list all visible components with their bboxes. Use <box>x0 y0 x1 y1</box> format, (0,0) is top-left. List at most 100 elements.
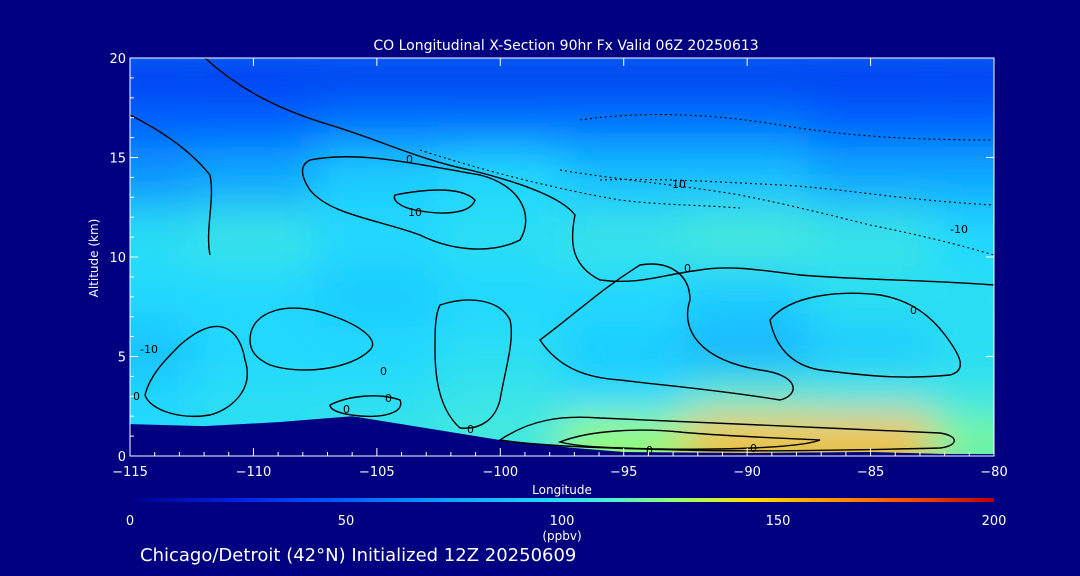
contour-labels: 0 10 -10 -10 0 0 -10 0 0 0 0 0 0 0 <box>133 153 968 457</box>
contour-label: 0 <box>750 442 757 455</box>
contour-label: 10 <box>408 206 422 219</box>
heatmap-cell <box>808 147 933 208</box>
contour-label: 0 <box>406 153 413 166</box>
heatmap-cell <box>808 326 933 377</box>
contour-line <box>557 429 821 450</box>
contour-line <box>498 416 955 452</box>
heatmap-cell <box>932 326 994 377</box>
heatmap-cell <box>562 97 686 148</box>
heatmap-cell <box>562 326 686 377</box>
heatmap-cell <box>808 97 933 148</box>
heatmap-cell <box>562 376 686 417</box>
heatmap-cell <box>932 376 994 417</box>
colorbar-tick-label: 200 <box>982 514 1007 529</box>
contour-lines <box>130 58 994 452</box>
x-axis: −115 −110 −105 −100 −95 −90 −85 −80 <box>112 58 1008 480</box>
contour-label: -10 <box>140 343 158 356</box>
heatmap-cell <box>315 326 439 377</box>
heatmap-cell <box>685 207 809 267</box>
y-tick-label: 0 <box>118 450 126 465</box>
contour-line <box>130 114 213 256</box>
y-tick-label: 10 <box>109 251 126 266</box>
heatmap-cell <box>685 147 809 208</box>
heatmap-cell <box>808 58 933 98</box>
heatmap-cell <box>130 58 192 98</box>
y-axis-label: Altitude (km) <box>87 219 101 298</box>
colorbar-ticks: 0 50 100 150 200 <box>126 514 1007 529</box>
y-tick-label: 15 <box>109 152 126 167</box>
contour-label: 0 <box>684 262 691 275</box>
x-tick-label: −115 <box>112 465 148 480</box>
heatmap-cell <box>808 266 933 327</box>
heatmap-cell <box>130 266 192 327</box>
contour-line <box>329 395 402 418</box>
heatmap-cell <box>130 207 192 267</box>
contour-label: -10 <box>668 178 686 191</box>
heatmap-cell <box>685 326 809 377</box>
heatmap-cell <box>191 58 316 98</box>
x-tick-label: −105 <box>359 465 395 480</box>
heatmap-cell <box>130 147 192 208</box>
heatmap-cell <box>932 97 994 148</box>
contour-line <box>144 325 248 417</box>
heatmap-cell <box>438 207 562 267</box>
contour-line <box>599 178 994 206</box>
contour-line <box>249 307 374 371</box>
heatmap-cell <box>562 266 686 327</box>
contour-line <box>204 58 994 286</box>
contour-label: 0 <box>385 392 392 405</box>
heatmap-cell <box>315 97 439 148</box>
heatmap-cell <box>438 97 562 148</box>
contour-label: -10 <box>950 223 968 236</box>
x-tick-label: −80 <box>980 465 1007 480</box>
x-tick-label: −100 <box>482 465 518 480</box>
x-tick-label: −85 <box>857 465 884 480</box>
x-tick-label: −95 <box>610 465 637 480</box>
x-axis-label: Longitude <box>532 483 592 497</box>
heatmap-cell <box>438 326 562 377</box>
heatmap-cell <box>191 147 316 208</box>
y-tick-label: 5 <box>118 351 126 366</box>
contour-label: 0 <box>343 403 350 416</box>
contour-line <box>434 299 513 429</box>
heatmap-cell <box>315 207 439 267</box>
heatmap-cell <box>685 266 809 327</box>
contour-line <box>301 156 527 250</box>
heatmap-cell <box>130 326 192 377</box>
colorbar-tick-label: 100 <box>550 514 575 529</box>
heatmap-cell <box>130 97 192 148</box>
colorbar-tick-label: 50 <box>338 514 355 529</box>
heatmap-cell <box>191 376 316 417</box>
x-tick-label: −110 <box>236 465 272 480</box>
heatmap-cell <box>932 416 994 456</box>
chart-title: CO Longitudinal X-Section 90hr Fx Valid … <box>373 38 758 54</box>
heatmap-cell <box>808 376 933 417</box>
heatmap-cell <box>932 58 994 98</box>
colorbar-tick-label: 150 <box>766 514 791 529</box>
heatmap-cell <box>808 207 933 267</box>
footer-caption: Chicago/Detroit (42°N) Initialized 12Z 2… <box>140 545 576 566</box>
plot-area: 0 10 -10 -10 0 0 -10 0 0 0 0 0 0 0 <box>130 58 994 457</box>
colorbar <box>130 498 994 502</box>
contour-label: 0 <box>380 365 387 378</box>
terrain-mask <box>130 416 994 456</box>
heatmap-cell <box>191 266 316 327</box>
heatmap-cell <box>932 266 994 327</box>
y-tick-label: 20 <box>109 52 126 67</box>
contour-line <box>769 292 961 378</box>
contour-line <box>559 169 994 256</box>
heatmap-cell <box>685 97 809 148</box>
heatmap-cell <box>438 266 562 327</box>
heatmap-cell <box>932 147 994 208</box>
heatmap-field <box>130 58 994 456</box>
x-tick-label: −90 <box>733 465 760 480</box>
heatmap-cell <box>438 147 562 208</box>
contour-line <box>393 189 476 214</box>
heatmap-cell <box>315 266 439 327</box>
heatmap-cell <box>932 207 994 267</box>
contour-label: 0 <box>646 444 653 457</box>
y-axis: 0 5 10 15 20 <box>109 52 994 465</box>
heatmap-cell <box>562 207 686 267</box>
contour-label: 0 <box>467 423 474 436</box>
